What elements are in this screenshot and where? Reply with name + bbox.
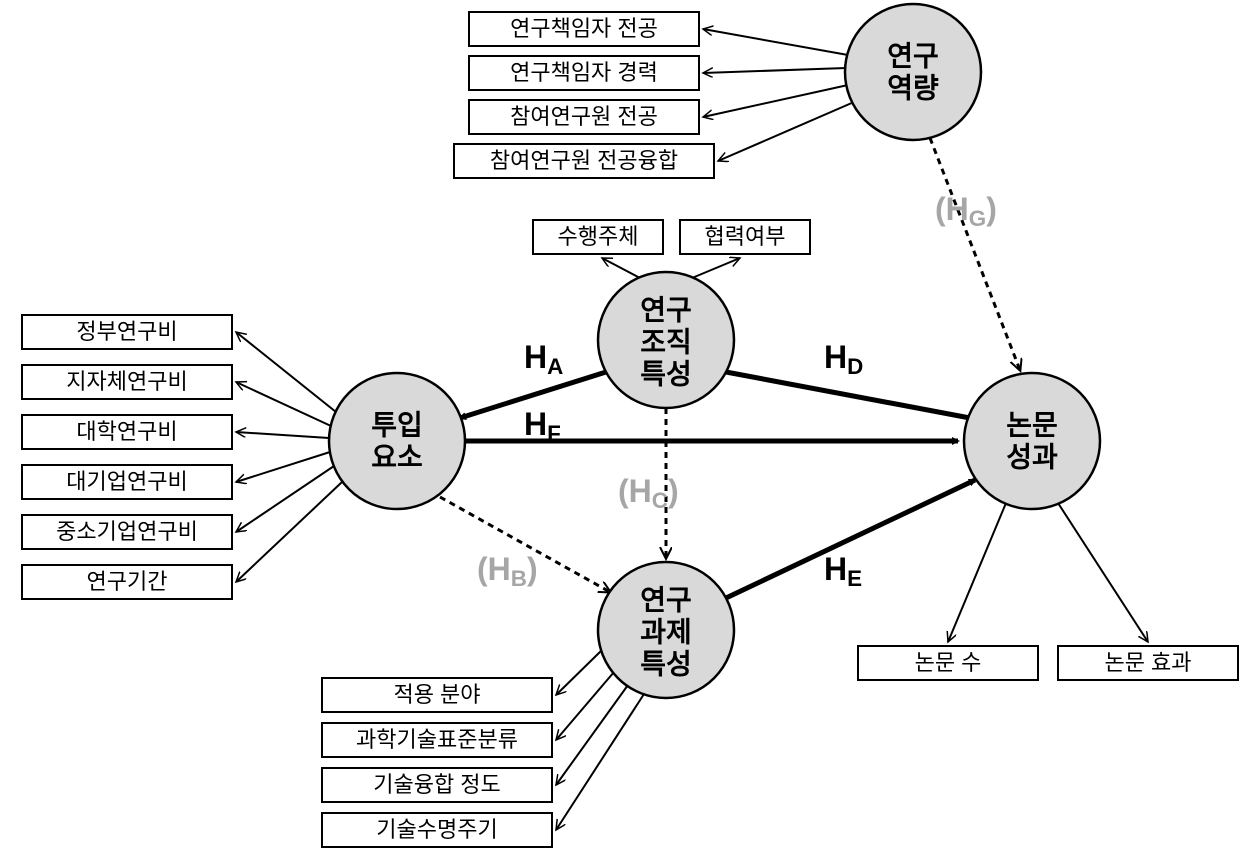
svg-text:중소기업연구비: 중소기업연구비: [56, 519, 198, 544]
box-paper-effect: 논문 효과: [1058, 646, 1238, 680]
box-sci-class: 과학기술표준분류: [322, 723, 552, 757]
ind-cap-1: [703, 29, 848, 55]
box-univ-fund: 대학연구비: [22, 415, 232, 449]
ind-in-3: [236, 432, 329, 438]
svg-text:정부연구비: 정부연구비: [76, 319, 177, 344]
ind-task-2: [556, 672, 614, 740]
ind-task-4: [556, 694, 644, 830]
svg-text:기술융합 정도: 기술융합 정도: [373, 772, 501, 797]
node-paper-outcome: 논문 성과: [964, 373, 1100, 509]
svg-text:연구책임자 전공: 연구책임자 전공: [510, 16, 658, 41]
ind-in-5: [236, 466, 334, 532]
label-hf: HF: [524, 406, 561, 446]
ind-in-1: [236, 332, 336, 412]
box-paper-count: 논문 수: [858, 646, 1038, 680]
box-pi-career: 연구책임자 경력: [469, 56, 699, 90]
svg-text:특성: 특성: [640, 648, 692, 679]
svg-text:수행주체: 수행주체: [558, 224, 639, 249]
edge-hg: [930, 138, 1020, 370]
ind-cap-4: [718, 102, 854, 161]
ind-out-1: [948, 503, 1006, 642]
ind-org-2: [692, 258, 740, 278]
svg-text:조직: 조직: [640, 326, 692, 357]
svg-text:과학기술표준분류: 과학기술표준분류: [356, 727, 518, 752]
label-hd: HD: [824, 339, 863, 379]
label-ha: HA: [524, 339, 563, 379]
node-input-factors: 투입 요소: [329, 373, 465, 509]
svg-text:투입: 투입: [371, 409, 423, 440]
box-period: 연구기간: [22, 565, 232, 599]
svg-text:논문 효과: 논문 효과: [1104, 650, 1191, 675]
box-pi-major: 연구책임자 전공: [469, 12, 699, 46]
box-local-fund: 지자체연구비: [22, 365, 232, 399]
svg-text:지자체연구비: 지자체연구비: [66, 369, 187, 394]
node-research-capability: 연구 역량: [845, 4, 981, 140]
svg-text:연구책임자 경력: 연구책임자 경력: [510, 60, 658, 85]
box-tech-fusion: 기술융합 정도: [322, 768, 552, 802]
label-hg: (HG): [935, 191, 997, 231]
ind-task-1: [556, 650, 602, 695]
svg-text:기술수명주기: 기술수명주기: [376, 817, 497, 842]
label-hc: (HC): [618, 473, 679, 513]
box-corp-fund: 대기업연구비: [22, 465, 232, 499]
box-sme-fund: 중소기업연구비: [22, 515, 232, 549]
svg-text:연구: 연구: [640, 294, 692, 325]
box-app-field: 적용 분야: [322, 678, 552, 712]
box-res-fusion: 참여연구원 전공융합: [454, 144, 714, 178]
svg-text:논문: 논문: [1006, 409, 1058, 440]
svg-text:참여연구원 전공: 참여연구원 전공: [510, 104, 658, 129]
node-research-org: 연구 조직 특성: [598, 272, 734, 408]
svg-text:역량: 역량: [887, 72, 939, 103]
ind-cap-2: [703, 68, 846, 73]
label-hb: (HB): [477, 551, 538, 591]
svg-text:대기업연구비: 대기업연구비: [66, 469, 187, 494]
box-coop: 협력여부: [680, 220, 810, 254]
box-perf-body: 수행주체: [533, 220, 663, 254]
ind-in-2: [236, 382, 331, 426]
svg-text:논문 수: 논문 수: [915, 650, 982, 675]
svg-text:요소: 요소: [371, 441, 423, 472]
label-he: HE: [824, 551, 862, 591]
node-research-task: 연구 과제 특성: [598, 562, 734, 698]
box-res-major: 참여연구원 전공: [469, 100, 699, 134]
box-tech-life: 기술수명주기: [322, 813, 552, 847]
svg-text:연구: 연구: [887, 40, 939, 71]
svg-text:과제: 과제: [640, 616, 692, 647]
svg-text:성과: 성과: [1006, 441, 1058, 472]
ind-out-2: [1058, 503, 1148, 642]
ind-cap-3: [703, 85, 848, 117]
svg-text:연구기간: 연구기간: [87, 569, 168, 594]
box-gov-fund: 정부연구비: [22, 315, 232, 349]
svg-text:연구: 연구: [640, 584, 692, 615]
svg-text:협력여부: 협력여부: [705, 224, 786, 249]
svg-text:특성: 특성: [640, 358, 692, 389]
ind-org-1: [602, 258, 640, 278]
svg-text:적용 분야: 적용 분야: [393, 682, 480, 707]
svg-text:대학연구비: 대학연구비: [76, 419, 177, 444]
svg-text:참여연구원 전공융합: 참여연구원 전공융합: [490, 148, 678, 173]
